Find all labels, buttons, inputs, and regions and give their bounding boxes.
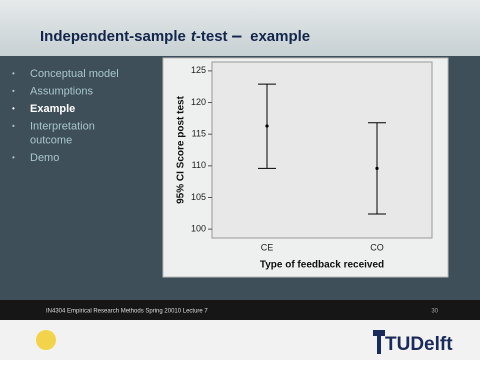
mascot-icon <box>36 330 56 350</box>
y-tick-label: 125 <box>191 65 206 75</box>
mean-point <box>375 166 379 170</box>
title-part: example <box>250 28 310 45</box>
page-number: 30 <box>431 309 438 315</box>
bullet-dot: • <box>12 153 15 162</box>
bullet-text: Demo <box>30 152 59 164</box>
bullet-text: Interpretation outcome <box>30 120 95 146</box>
y-tick-label: 115 <box>192 129 206 139</box>
slide-title: Independent-sample t-test – example <box>40 26 310 47</box>
bullet-dot: • <box>12 87 15 96</box>
x-tick-label: CO <box>370 242 384 252</box>
y-tick-label: 120 <box>191 97 206 107</box>
plot-area <box>211 61 433 239</box>
y-tick-label: 100 <box>191 224 206 234</box>
bottom-area <box>0 320 480 360</box>
footer-bar <box>0 300 480 320</box>
y-tick-label: 110 <box>192 160 206 170</box>
bullet-dot: • <box>12 69 15 78</box>
mean-point <box>265 124 269 128</box>
y-axis-label: 95% CI Score post test <box>176 95 187 203</box>
x-tick-label: CE <box>261 242 274 252</box>
x-axis-label: Type of feedback received <box>260 260 384 271</box>
bullet-list: • Conceptual model • Assumptions • Example • In… <box>12 68 119 164</box>
title-part: t <box>191 28 197 45</box>
title-part: – <box>232 26 243 47</box>
bullet-dot: • <box>12 122 15 131</box>
bullet-text: Conceptual model <box>30 68 119 80</box>
bullet-text: Assumptions <box>30 85 93 97</box>
y-tick-label: 105 <box>191 192 206 202</box>
footer-text: IN4304 Empirical Research Methods Spring… <box>46 309 208 315</box>
logo-text: TUDelft <box>385 334 453 355</box>
title-part: Independent-sample <box>40 28 186 45</box>
title-part: -test <box>196 28 228 45</box>
bullet-dot: • <box>12 104 15 113</box>
title-band <box>0 0 480 56</box>
chart: 100 105 110 115 120 125 95% CI Score post test… <box>176 65 386 271</box>
bullet-text: Example <box>30 103 75 115</box>
logo-icon <box>373 330 385 354</box>
